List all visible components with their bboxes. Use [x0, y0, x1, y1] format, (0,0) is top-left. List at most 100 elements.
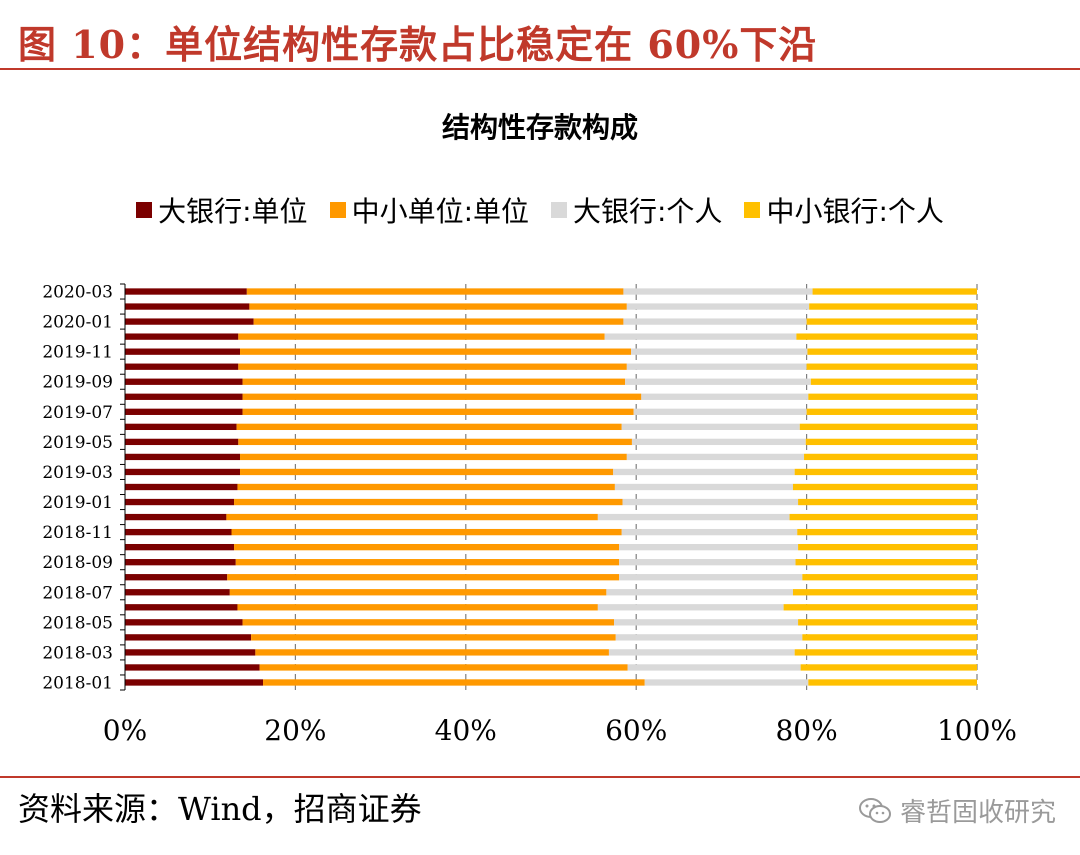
bar-segment: [125, 483, 238, 491]
bar-segment: [125, 604, 238, 611]
bar-segment: [125, 303, 250, 310]
bar-segment: [606, 589, 793, 596]
bar-segment: [608, 649, 795, 656]
y-tick-label: 2019-09: [42, 373, 113, 393]
x-tick-label: 60%: [605, 714, 667, 747]
legend-label: 大银行:个人: [573, 195, 723, 228]
legend-swatch: [329, 202, 346, 218]
bar-segment: [125, 574, 228, 581]
bar-segment: [802, 634, 977, 641]
y-tick-label: 2018-01: [42, 673, 113, 693]
bar-segment: [231, 528, 622, 536]
bar-segment: [125, 438, 239, 446]
bar-segment: [792, 483, 977, 491]
source-note: 资料来源：Wind，招商证券: [18, 790, 422, 828]
x-tick-label: 40%: [435, 714, 497, 747]
bar-segment: [621, 423, 800, 431]
bar-segment: [125, 528, 232, 536]
title-divider: [0, 68, 1080, 70]
legend-swatch: [744, 202, 761, 218]
y-tick-label: 2019-07: [42, 403, 113, 423]
bar-segment: [619, 574, 803, 581]
bar-segment: [794, 649, 977, 656]
bar-segment: [627, 664, 801, 671]
bar-segment: [125, 513, 227, 521]
bar-segment: [125, 589, 230, 596]
bar-segment: [783, 604, 977, 611]
legend-label: 大银行:单位: [158, 195, 308, 228]
bar-segment: [125, 348, 241, 355]
bar-segment: [125, 408, 243, 415]
bar-segment: [597, 604, 784, 611]
y-tick-label: 2018-05: [42, 613, 113, 633]
bar-segment: [125, 619, 243, 626]
y-tick-label: 2019-01: [42, 493, 113, 513]
bar-segment: [237, 483, 615, 491]
bar-segment: [626, 303, 810, 310]
bar-segment: [125, 679, 264, 686]
bar-segment: [125, 649, 256, 656]
legend-item-small-bank-corp: 中小单位:单位: [329, 190, 529, 230]
bar-segment: [240, 348, 632, 355]
bar-segment: [798, 619, 977, 626]
y-tick-label: 2020-01: [42, 313, 113, 333]
bar-segment: [236, 423, 622, 431]
bar-segment: [792, 589, 977, 596]
watermark-text: 睿哲固收研究: [899, 798, 1056, 828]
y-tick-label: 2019-05: [42, 433, 113, 453]
bar-segment: [235, 559, 620, 566]
bar-segment: [263, 679, 645, 686]
bar-segment: [234, 498, 623, 506]
bar-segment: [810, 378, 977, 385]
y-tick-label: 2020-03: [42, 283, 113, 303]
x-tick-label: 100%: [937, 714, 1017, 747]
bar-segment: [808, 393, 977, 400]
bar-segment: [227, 574, 620, 581]
bar-segment: [125, 333, 239, 340]
bar-segment: [613, 468, 795, 476]
bar-segment: [805, 438, 977, 446]
x-tick-label: 20%: [264, 714, 326, 747]
bar-segment: [614, 483, 793, 491]
bar-segment: [226, 513, 598, 521]
bar-segment: [604, 333, 797, 340]
bar-segment: [789, 513, 977, 521]
legend-item-big-bank-corp: 大银行:单位: [136, 190, 308, 230]
bar-segment: [802, 574, 977, 581]
bar-segment: [125, 498, 235, 506]
bar-segment: [251, 634, 616, 641]
bar-segment: [125, 393, 243, 400]
legend-swatch: [551, 202, 567, 218]
bar-segment: [798, 498, 977, 506]
bar-segment: [253, 318, 624, 325]
bar-segment: [809, 303, 977, 310]
bar-segment: [125, 423, 237, 431]
x-tick-label: 80%: [775, 714, 837, 747]
bar-segment: [797, 528, 977, 536]
y-tick-label: 2019-11: [42, 343, 113, 363]
bar-segment: [795, 559, 977, 566]
y-tick-label: 2018-11: [42, 523, 113, 543]
legend-item-small-bank-personal: 中小银行:个人: [744, 190, 944, 230]
bar-segment: [255, 649, 609, 656]
bar-segment: [631, 438, 806, 446]
legend-item-big-bank-personal: 大银行:个人: [551, 190, 722, 230]
bar-segment: [234, 543, 620, 551]
y-tick-label: 2018-09: [42, 553, 113, 573]
bar-segment: [644, 679, 809, 686]
bar-segment: [125, 363, 239, 370]
chart-legend: 大银行:单位 中小单位:单位 大银行:个人 中小银行:个人: [0, 188, 1080, 232]
x-tick-label: 0%: [103, 714, 147, 747]
bar-segment: [238, 363, 627, 370]
bar-segment: [798, 543, 977, 551]
bar-segment: [238, 438, 632, 446]
bar-segment: [619, 543, 799, 551]
bar-segment: [125, 559, 236, 566]
legend-swatch: [136, 202, 153, 218]
figure-title: 图 10：单位结构性存款占比稳定在 60%下沿: [18, 22, 818, 67]
bar-segment: [240, 468, 614, 476]
bar-segment: [246, 288, 624, 295]
legend-label: 中小银行:个人: [766, 195, 944, 228]
bar-segment: [125, 378, 243, 385]
bar-segment: [125, 453, 241, 461]
